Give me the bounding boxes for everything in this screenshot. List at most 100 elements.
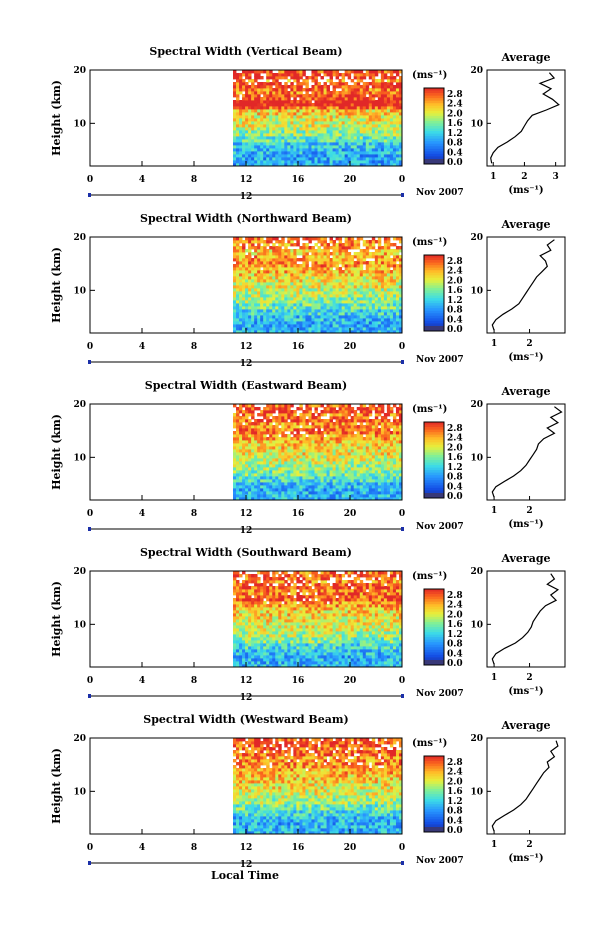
heatmap-cell xyxy=(260,70,264,74)
heatmap-cell xyxy=(338,330,343,334)
heatmap-cell xyxy=(251,309,255,313)
heatmap-cell xyxy=(302,97,306,101)
heatmap-cell xyxy=(251,127,255,131)
heatmap-cell xyxy=(359,124,364,128)
heatmap-cell xyxy=(278,291,282,295)
heatmap-cell xyxy=(248,476,252,480)
heatmap-cell xyxy=(353,124,358,128)
heatmap-cell xyxy=(314,446,318,450)
heatmap-cell xyxy=(239,452,243,456)
heatmap-cell xyxy=(398,285,403,289)
heatmap-cell xyxy=(299,273,303,277)
heatmap-cell xyxy=(395,163,400,167)
heatmap-cell xyxy=(275,237,279,241)
heatmap-cell xyxy=(365,85,370,89)
heatmap-cell xyxy=(371,443,376,447)
heatmap-cell xyxy=(371,115,376,119)
heatmap-cell xyxy=(353,91,358,95)
heatmap-cell xyxy=(377,112,382,116)
heatmap-cell xyxy=(308,88,312,92)
heatmap-cell xyxy=(314,306,318,310)
heatmap-cell xyxy=(239,473,243,477)
heatmap-cell xyxy=(371,446,376,450)
heatmap-cell xyxy=(314,461,318,465)
heatmap-cell xyxy=(251,431,255,435)
heatmap-cell xyxy=(398,494,403,498)
heatmap-cell xyxy=(242,446,246,450)
heatmap-cell xyxy=(350,136,355,140)
heatmap-cell xyxy=(356,455,361,459)
heatmap-cell xyxy=(380,151,385,155)
heatmap-cell xyxy=(365,488,370,492)
heatmap-cell xyxy=(272,455,276,459)
heatmap-cell xyxy=(338,285,343,289)
heatmap-cell xyxy=(395,133,400,137)
heatmap-cell xyxy=(311,115,315,119)
heatmap-cell xyxy=(296,118,300,122)
heatmap-cell xyxy=(347,237,352,241)
heatmap-cell xyxy=(287,485,291,489)
heatmap-cell xyxy=(377,431,382,435)
heatmap-cell xyxy=(296,288,300,292)
heatmap-cell xyxy=(323,151,327,155)
heatmap-cell xyxy=(239,163,243,167)
heatmap-cell xyxy=(371,91,376,95)
heatmap-cell xyxy=(236,255,240,259)
heatmap-cell xyxy=(335,318,340,322)
heatmap-cell xyxy=(320,485,324,489)
heatmap-cell xyxy=(266,151,270,155)
heatmap-cell xyxy=(368,494,373,498)
heatmap-cell xyxy=(347,88,352,92)
heatmap-cell xyxy=(380,94,385,98)
heatmap-cell xyxy=(302,133,306,137)
heatmap-cell xyxy=(374,276,379,280)
heatmap-cell xyxy=(329,103,333,107)
heatmap-cell xyxy=(275,163,279,167)
heatmap-cell xyxy=(284,470,288,474)
heatmap-cell xyxy=(353,497,358,501)
heatmap-cell xyxy=(362,240,367,244)
heatmap-cell xyxy=(347,133,352,137)
heatmap-cell xyxy=(374,461,379,465)
heatmap-cell xyxy=(311,282,315,286)
heatmap-cell xyxy=(353,321,358,325)
heatmap-cell xyxy=(347,479,352,483)
heatmap-cell xyxy=(383,127,388,131)
heatmap-cell xyxy=(329,79,333,83)
heatmap-cell xyxy=(335,491,340,495)
heatmap-cell xyxy=(293,261,297,265)
heatmap-cell xyxy=(383,121,388,125)
heatmap-cell xyxy=(242,297,246,301)
heatmap-cell xyxy=(302,279,306,283)
heatmap-cell xyxy=(383,261,388,265)
heatmap-cell xyxy=(281,300,285,304)
heatmap-cell xyxy=(329,270,333,274)
heatmap-cell xyxy=(380,270,385,274)
heatmap-cell xyxy=(302,130,306,134)
heatmap-cell xyxy=(311,309,315,313)
heatmap-cell xyxy=(317,479,321,483)
heatmap-cell xyxy=(335,145,340,149)
heatmap-cell xyxy=(314,112,318,116)
heatmap-cell xyxy=(290,324,294,328)
heatmap-cell xyxy=(299,482,303,486)
heatmap-cell xyxy=(365,106,370,110)
heatmap-cell xyxy=(398,240,403,244)
heatmap-cell xyxy=(386,318,391,322)
heatmap-cell xyxy=(347,440,352,444)
heatmap-cell xyxy=(353,70,358,74)
heatmap-cell xyxy=(260,458,264,462)
heatmap-cell xyxy=(320,482,324,486)
heatmap-cell xyxy=(362,82,367,86)
heatmap-cell xyxy=(263,279,267,283)
heatmap-cell xyxy=(329,482,333,486)
heatmap-cell xyxy=(266,476,270,480)
heatmap-cell xyxy=(278,249,282,253)
heatmap-cell xyxy=(260,279,264,283)
heatmap-cell xyxy=(383,440,388,444)
heatmap-cell xyxy=(269,258,273,262)
heatmap-cell xyxy=(320,240,324,244)
heatmap-cell xyxy=(290,297,294,301)
heatmap-cell xyxy=(377,297,382,301)
heatmap-cell xyxy=(302,157,306,161)
